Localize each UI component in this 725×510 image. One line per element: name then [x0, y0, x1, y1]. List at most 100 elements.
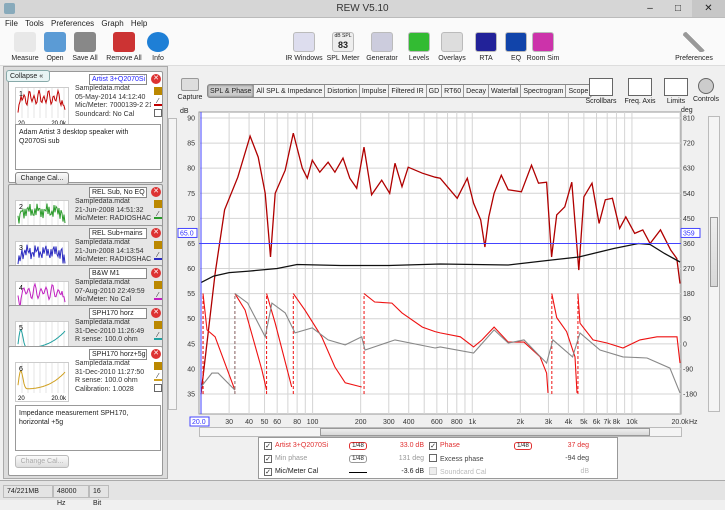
remove-measurement-icon[interactable]: ✕ — [151, 74, 161, 84]
info-line: Sampledata.mdat — [75, 198, 151, 207]
y-tick-label: 80 — [187, 166, 195, 173]
measurement-card[interactable]: B&W M1✕Sampledata.mdat07-Aug-2010 22:49:… — [8, 265, 163, 309]
x-tick-label: 300 — [383, 419, 395, 426]
horizontal-scrollbar-thumb[interactable] — [320, 428, 650, 436]
info-icon[interactable] — [154, 384, 162, 392]
legend-checkbox[interactable]: ✓ — [264, 442, 272, 450]
y-tick-label: 90 — [187, 116, 195, 123]
legend-checkbox[interactable]: ✓ — [429, 442, 437, 450]
info-line: Mic/Meter: 7000139-2 21 — [75, 102, 151, 111]
measurement-name-field[interactable]: SPH170 horz — [89, 308, 147, 319]
measurement-card[interactable]: REL Sub+mains ✕Sampledata.mdat21-Jun-2008… — [8, 225, 163, 269]
measurement-name-field[interactable]: REL Sub+mains — [89, 228, 147, 239]
color-icon[interactable]: ⁄ — [154, 292, 162, 300]
x-tick-label: 6k — [593, 419, 601, 426]
info-line: Sampledata.mdat — [75, 85, 151, 94]
y-tick-label: 45 — [187, 341, 195, 348]
measurement-thumbnail: 12020.0k — [15, 87, 69, 127]
x-axis-unit: Hz — [689, 419, 698, 426]
x-tick-label: 40 — [245, 419, 253, 426]
cursor-freq-label: 20.0 — [192, 419, 206, 426]
y2-tick-label: 180 — [683, 291, 695, 298]
edit-icon[interactable] — [154, 362, 162, 370]
legend-checkbox[interactable]: ✓ — [264, 455, 272, 463]
edit-icon[interactable] — [154, 281, 162, 289]
measurement-card[interactable]: Artist 3+Q2070Si ✕Sampledata.mdat05-May-2… — [8, 71, 163, 183]
memory-usage: 74/221MB — [3, 485, 53, 498]
remove-measurement-icon[interactable]: ✕ — [151, 268, 161, 278]
remove-measurement-icon[interactable]: ✕ — [151, 228, 161, 238]
y2-tick-label: 450 — [683, 216, 695, 223]
y-tick-label: 60 — [187, 266, 195, 273]
measurement-index: 6 — [19, 366, 23, 373]
y-tick-label: 70 — [187, 216, 195, 223]
legend-item: Excess phase -94 deg — [429, 454, 589, 465]
info-line: 21-Jun-2008 14:51:32 — [75, 207, 151, 216]
x-tick-label: 100 — [307, 419, 319, 426]
status-bar: 74/221MB 48000 Hz 16 Bit — [0, 480, 725, 500]
change-cal-button[interactable]: Change Cal... — [15, 455, 69, 468]
legend-value: -94 deg — [565, 454, 589, 464]
measurement-card[interactable]: SPH170 horz✕Sampledata.mdat31-Dec-2010 1… — [8, 305, 163, 349]
color-icon[interactable]: ⁄ — [154, 211, 162, 219]
info-icon[interactable] — [154, 109, 162, 117]
x-tick-label: 10k — [626, 419, 638, 426]
color-icon[interactable]: ⁄ — [154, 332, 162, 340]
measurement-card[interactable]: REL Sub, No EQ ✕Sampledata.mdat21-Jun-200… — [8, 184, 163, 228]
edit-icon[interactable] — [154, 321, 162, 329]
measurement-card[interactable]: SPH170 horz+5g✕Sampledata.mdat31-Dec-201… — [8, 346, 163, 476]
measurement-thumbnail: 62020.0k — [15, 362, 69, 402]
edit-icon[interactable] — [154, 241, 162, 249]
left-vertical-scrollbar[interactable] — [168, 118, 177, 410]
measurement-notes[interactable]: Impedance measurement SPH170, horizontal… — [15, 405, 161, 451]
color-icon[interactable]: ⁄ — [154, 98, 162, 106]
legend-checkbox[interactable] — [429, 454, 437, 462]
measurement-name-field[interactable]: Artist 3+Q2070Si — [89, 74, 147, 85]
measurement-notes[interactable]: Adam Artist 3 desktop speaker with Q2070… — [15, 124, 161, 170]
info-line: Soundcard: No Cal — [75, 111, 151, 120]
measurement-name-field[interactable]: B&W M1 — [89, 268, 147, 279]
remove-measurement-icon[interactable]: ✕ — [151, 187, 161, 197]
legend-item: ✓Min phase1/48131 deg — [264, 454, 424, 464]
remove-measurement-icon[interactable]: ✕ — [151, 308, 161, 318]
vertical-scrollbar[interactable] — [708, 116, 720, 412]
info-line: 07-Aug-2010 22:49:59 — [75, 288, 151, 297]
info-line: Sampledata.mdat — [75, 360, 151, 369]
thumb-axis-max: 20.0k — [51, 396, 67, 401]
info-line: 05-May-2014 14:12:40 — [75, 94, 151, 103]
cursor-level-label: 65.0 — [180, 230, 194, 237]
x-tick-label: 600 — [431, 419, 443, 426]
collapse-label: Collapse — [10, 73, 37, 80]
y2-tick-label: -180 — [683, 392, 697, 399]
measurement-info: Sampledata.mdat21-Jun-2008 14:13:54Mic/M… — [75, 239, 151, 265]
x-tick-label: 20.0k — [671, 419, 689, 426]
legend-checkbox[interactable]: ✓ — [264, 468, 272, 476]
legend-value: dB — [580, 467, 589, 477]
legend-label: Excess phase — [440, 456, 484, 463]
measurement-name-field[interactable]: REL Sub, No EQ — [89, 187, 147, 198]
y2-tick-label: 810 — [683, 116, 695, 123]
smoothing-indicator[interactable]: 1/48 — [349, 455, 367, 463]
edit-icon[interactable] — [154, 87, 162, 95]
x-tick-label: 50 — [261, 419, 269, 426]
smoothing-indicator[interactable]: 1/48 — [349, 442, 367, 450]
remove-measurement-icon[interactable]: ✕ — [151, 349, 161, 359]
y-tick-label: 75 — [187, 191, 195, 198]
measurement-name-field[interactable]: SPH170 horz+5g — [89, 349, 147, 360]
measurement-index: 2 — [19, 204, 23, 211]
y2-tick-label: 360 — [683, 241, 695, 248]
vertical-scrollbar-thumb[interactable] — [710, 217, 718, 287]
color-icon[interactable]: ⁄ — [154, 252, 162, 260]
y2-tick-label: 720 — [683, 141, 695, 148]
y2-tick-label: 90 — [683, 316, 691, 323]
legend-label: Artist 3+Q2070Si — [275, 442, 328, 449]
collapse-button[interactable]: Collapse « — [6, 70, 50, 82]
color-icon[interactable]: ⁄ — [154, 373, 162, 381]
smoothing-indicator[interactable]: 1/48 — [514, 442, 532, 450]
horizontal-scrollbar[interactable] — [199, 427, 682, 437]
measurements-panel: Artist 3+Q2070Si✕Sampledata.mdat05-May-2… — [3, 66, 168, 479]
edit-icon[interactable] — [154, 200, 162, 208]
legend-checkbox[interactable] — [429, 467, 437, 475]
info-line: Mic/Meter: RADIOSHACK — [75, 256, 151, 265]
x-tick-label: 80 — [293, 419, 301, 426]
